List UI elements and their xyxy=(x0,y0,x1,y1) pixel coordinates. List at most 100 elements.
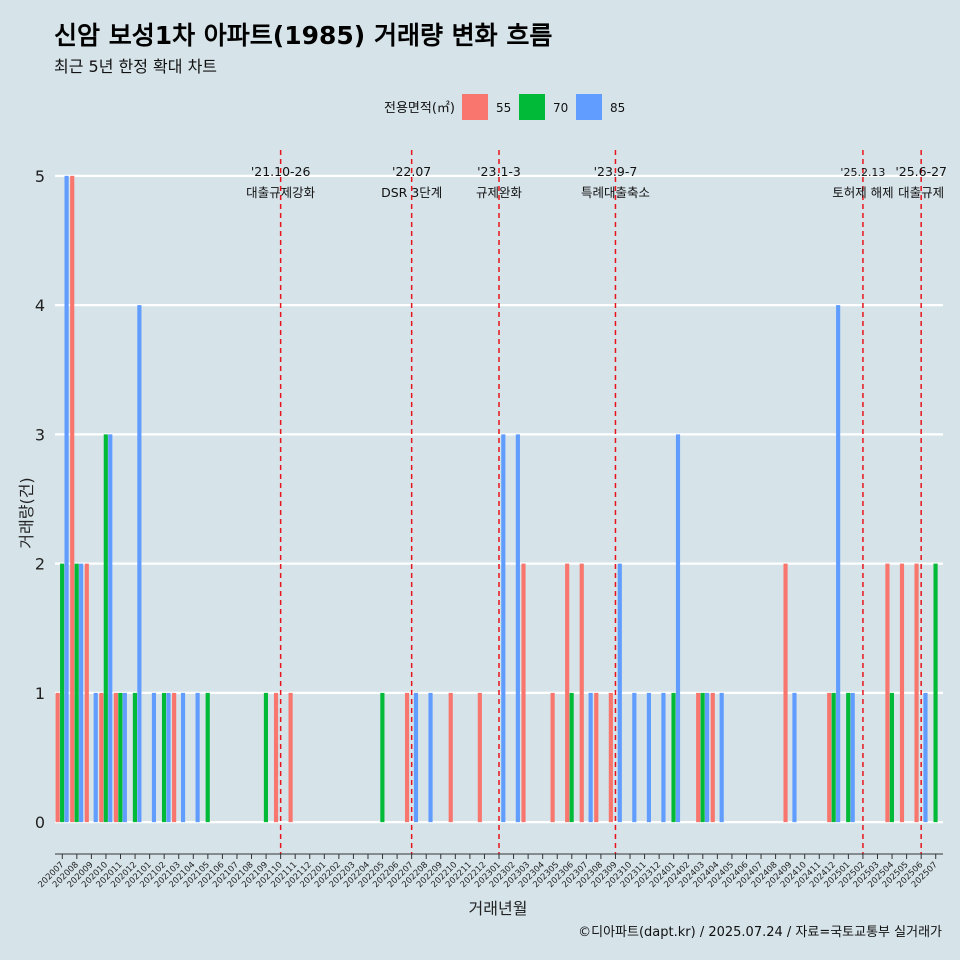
bar xyxy=(93,692,98,823)
bar xyxy=(172,692,177,823)
bar xyxy=(831,692,836,823)
bar xyxy=(646,692,651,823)
bar xyxy=(632,692,637,823)
bar xyxy=(380,692,385,823)
bar xyxy=(113,692,118,823)
bar xyxy=(103,434,108,823)
bar xyxy=(885,563,890,823)
legend-label: 55 xyxy=(496,101,511,115)
bar xyxy=(137,305,142,823)
event-annotations: '21.10-26 대출규제강화 '22.07 DSR 3단계 '23.1-3 규제완화 '… xyxy=(246,164,947,200)
y-tick-label: 1 xyxy=(35,684,45,703)
bar xyxy=(792,692,797,823)
bar xyxy=(700,692,705,823)
y-axis: 0 1 2 3 4 5 xyxy=(35,167,45,832)
y-tick-label: 2 xyxy=(35,555,45,574)
gridlines xyxy=(55,174,943,824)
bar xyxy=(889,692,894,823)
y-axis-title: 거래량(건) xyxy=(17,477,36,548)
event-label: 토허제 해제 xyxy=(832,185,893,200)
x-axis-title: 거래년월 xyxy=(469,899,528,918)
chart-subtitle: 최근 5년 한정 확대 차트 xyxy=(54,57,218,76)
legend-swatch xyxy=(576,94,602,120)
y-tick-label: 4 xyxy=(35,296,45,315)
bar xyxy=(617,563,622,823)
bar xyxy=(404,692,410,823)
bar xyxy=(933,563,938,823)
bar xyxy=(550,692,555,823)
event-date: '22.07 xyxy=(392,164,431,179)
event-date: '23.9-7 xyxy=(594,164,638,179)
bar xyxy=(521,563,526,823)
bar xyxy=(151,692,157,823)
legend-swatch xyxy=(462,94,488,120)
bar xyxy=(846,692,851,823)
bar xyxy=(565,563,570,823)
bar xyxy=(705,692,710,823)
bar xyxy=(205,692,210,823)
legend-label: 70 xyxy=(553,101,568,115)
y-tick-label: 3 xyxy=(35,425,45,444)
bar xyxy=(579,563,584,823)
bar xyxy=(923,692,928,823)
bar xyxy=(64,175,69,823)
bar xyxy=(448,692,453,823)
event-date: '21.10-26 xyxy=(251,164,311,179)
bar xyxy=(515,434,520,823)
bars xyxy=(55,175,938,823)
bar xyxy=(263,692,269,823)
legend-label: 85 xyxy=(610,101,625,115)
event-label: 대출규제 xyxy=(898,185,944,200)
bar xyxy=(675,434,681,823)
bar xyxy=(413,692,419,823)
event-label: 대출규제강화 xyxy=(246,185,316,200)
bar xyxy=(180,692,186,823)
bar xyxy=(569,692,574,823)
chart-title: 신암 보성1차 아파트(1985) 거래량 변화 흐름 xyxy=(54,21,553,50)
event-date: '25.6-27 xyxy=(895,164,947,179)
bar xyxy=(70,175,75,823)
y-tick-label: 0 xyxy=(35,813,45,832)
bar xyxy=(594,692,599,823)
bar xyxy=(608,692,613,823)
bar xyxy=(719,692,724,823)
bar xyxy=(108,434,113,823)
bar xyxy=(899,563,905,823)
bar xyxy=(588,692,593,823)
bar xyxy=(118,692,123,823)
bar xyxy=(99,692,104,823)
bar xyxy=(132,692,137,823)
event-label: DSR 3단계 xyxy=(381,185,442,200)
event-date: '23.1-3 xyxy=(477,164,521,179)
bar xyxy=(79,563,84,823)
legend-swatch xyxy=(519,94,545,120)
bar xyxy=(661,692,666,823)
bar xyxy=(914,563,919,823)
bar xyxy=(836,305,841,823)
event-label: 규제완화 xyxy=(476,185,523,200)
bar xyxy=(60,563,65,823)
bar xyxy=(501,434,506,823)
bar xyxy=(122,692,127,823)
bar xyxy=(74,563,79,823)
bar xyxy=(288,692,293,823)
bar xyxy=(477,692,482,823)
event-lines xyxy=(279,150,922,854)
bar xyxy=(783,563,788,823)
bar xyxy=(195,692,200,823)
bar xyxy=(827,692,832,823)
bar xyxy=(161,692,167,823)
x-axis: 2020072020082020092020102020112020122021… xyxy=(36,853,943,890)
bar xyxy=(84,563,89,823)
legend-title: 전용면적(㎡) xyxy=(384,101,455,116)
bar xyxy=(671,692,676,823)
bar xyxy=(850,692,855,823)
legend: 전용면적(㎡) 55 70 85 xyxy=(384,94,625,120)
y-tick-label: 5 xyxy=(35,167,45,186)
source-caption: ©디아파트(dapt.kr) / 2025.07.24 / 자료=국토교통부 실… xyxy=(578,925,942,940)
bar xyxy=(710,692,715,823)
bar xyxy=(273,692,279,823)
bar xyxy=(696,692,701,823)
event-date: '25.2.13 xyxy=(840,166,885,179)
